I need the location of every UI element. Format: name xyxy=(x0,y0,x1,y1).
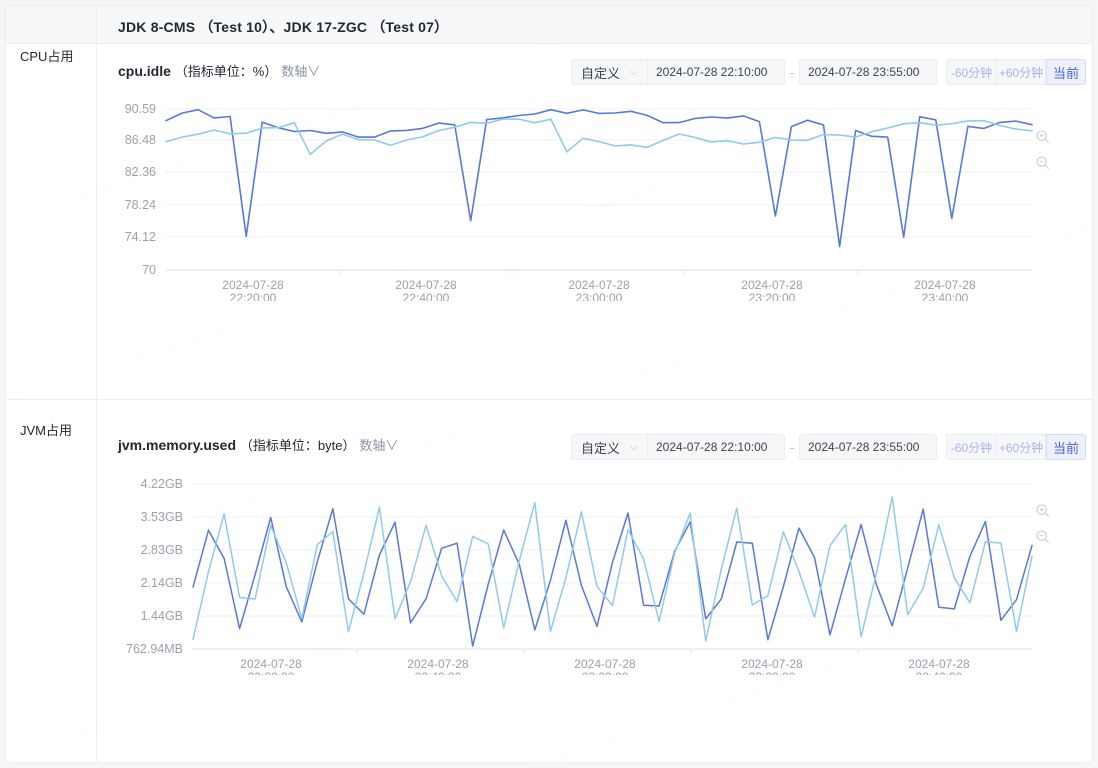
svg-text:23:00:00: 23:00:00 xyxy=(582,670,629,675)
svg-text:2.83GB: 2.83GB xyxy=(141,543,183,557)
svg-text:2024-07-28: 2024-07-28 xyxy=(240,657,302,671)
svg-text:2.14GB: 2.14GB xyxy=(141,576,183,590)
svg-text:74.12: 74.12 xyxy=(125,230,156,244)
svg-text:2024-07-28: 2024-07-28 xyxy=(908,657,970,671)
svg-text:2024-07-28: 2024-07-28 xyxy=(741,657,803,671)
svg-text:22:40:00: 22:40:00 xyxy=(403,291,450,301)
svg-text:2024-07-28: 2024-07-28 xyxy=(222,278,284,292)
svg-text:2024-07-28: 2024-07-28 xyxy=(741,278,803,292)
svg-text:22:20:00: 22:20:00 xyxy=(248,670,295,675)
svg-text:23:00:00: 23:00:00 xyxy=(576,291,623,301)
svg-text:22:40:00: 22:40:00 xyxy=(415,670,462,675)
svg-text:2024-07-28: 2024-07-28 xyxy=(568,278,630,292)
svg-text:762.94MB: 762.94MB xyxy=(126,642,183,656)
svg-text:78.24: 78.24 xyxy=(125,198,156,212)
svg-text:70: 70 xyxy=(142,263,156,277)
svg-text:3.53GB: 3.53GB xyxy=(141,510,183,524)
svg-text:2024-07-28: 2024-07-28 xyxy=(914,278,976,292)
svg-text:22:20:00: 22:20:00 xyxy=(230,291,277,301)
svg-text:2024-07-28: 2024-07-28 xyxy=(395,278,457,292)
svg-text:23:20:00: 23:20:00 xyxy=(749,291,796,301)
svg-text:23:40:00: 23:40:00 xyxy=(922,291,969,301)
svg-text:23:40:00: 23:40:00 xyxy=(916,670,963,675)
svg-text:4.22GB: 4.22GB xyxy=(141,477,183,491)
svg-text:23:20:00: 23:20:00 xyxy=(749,670,796,675)
svg-text:86.48: 86.48 xyxy=(125,133,156,147)
svg-text:82.36: 82.36 xyxy=(125,165,156,179)
svg-text:90.59: 90.59 xyxy=(125,102,156,116)
svg-text:2024-07-28: 2024-07-28 xyxy=(407,657,469,671)
svg-text:2024-07-28: 2024-07-28 xyxy=(574,657,636,671)
svg-text:1.44GB: 1.44GB xyxy=(141,609,183,623)
